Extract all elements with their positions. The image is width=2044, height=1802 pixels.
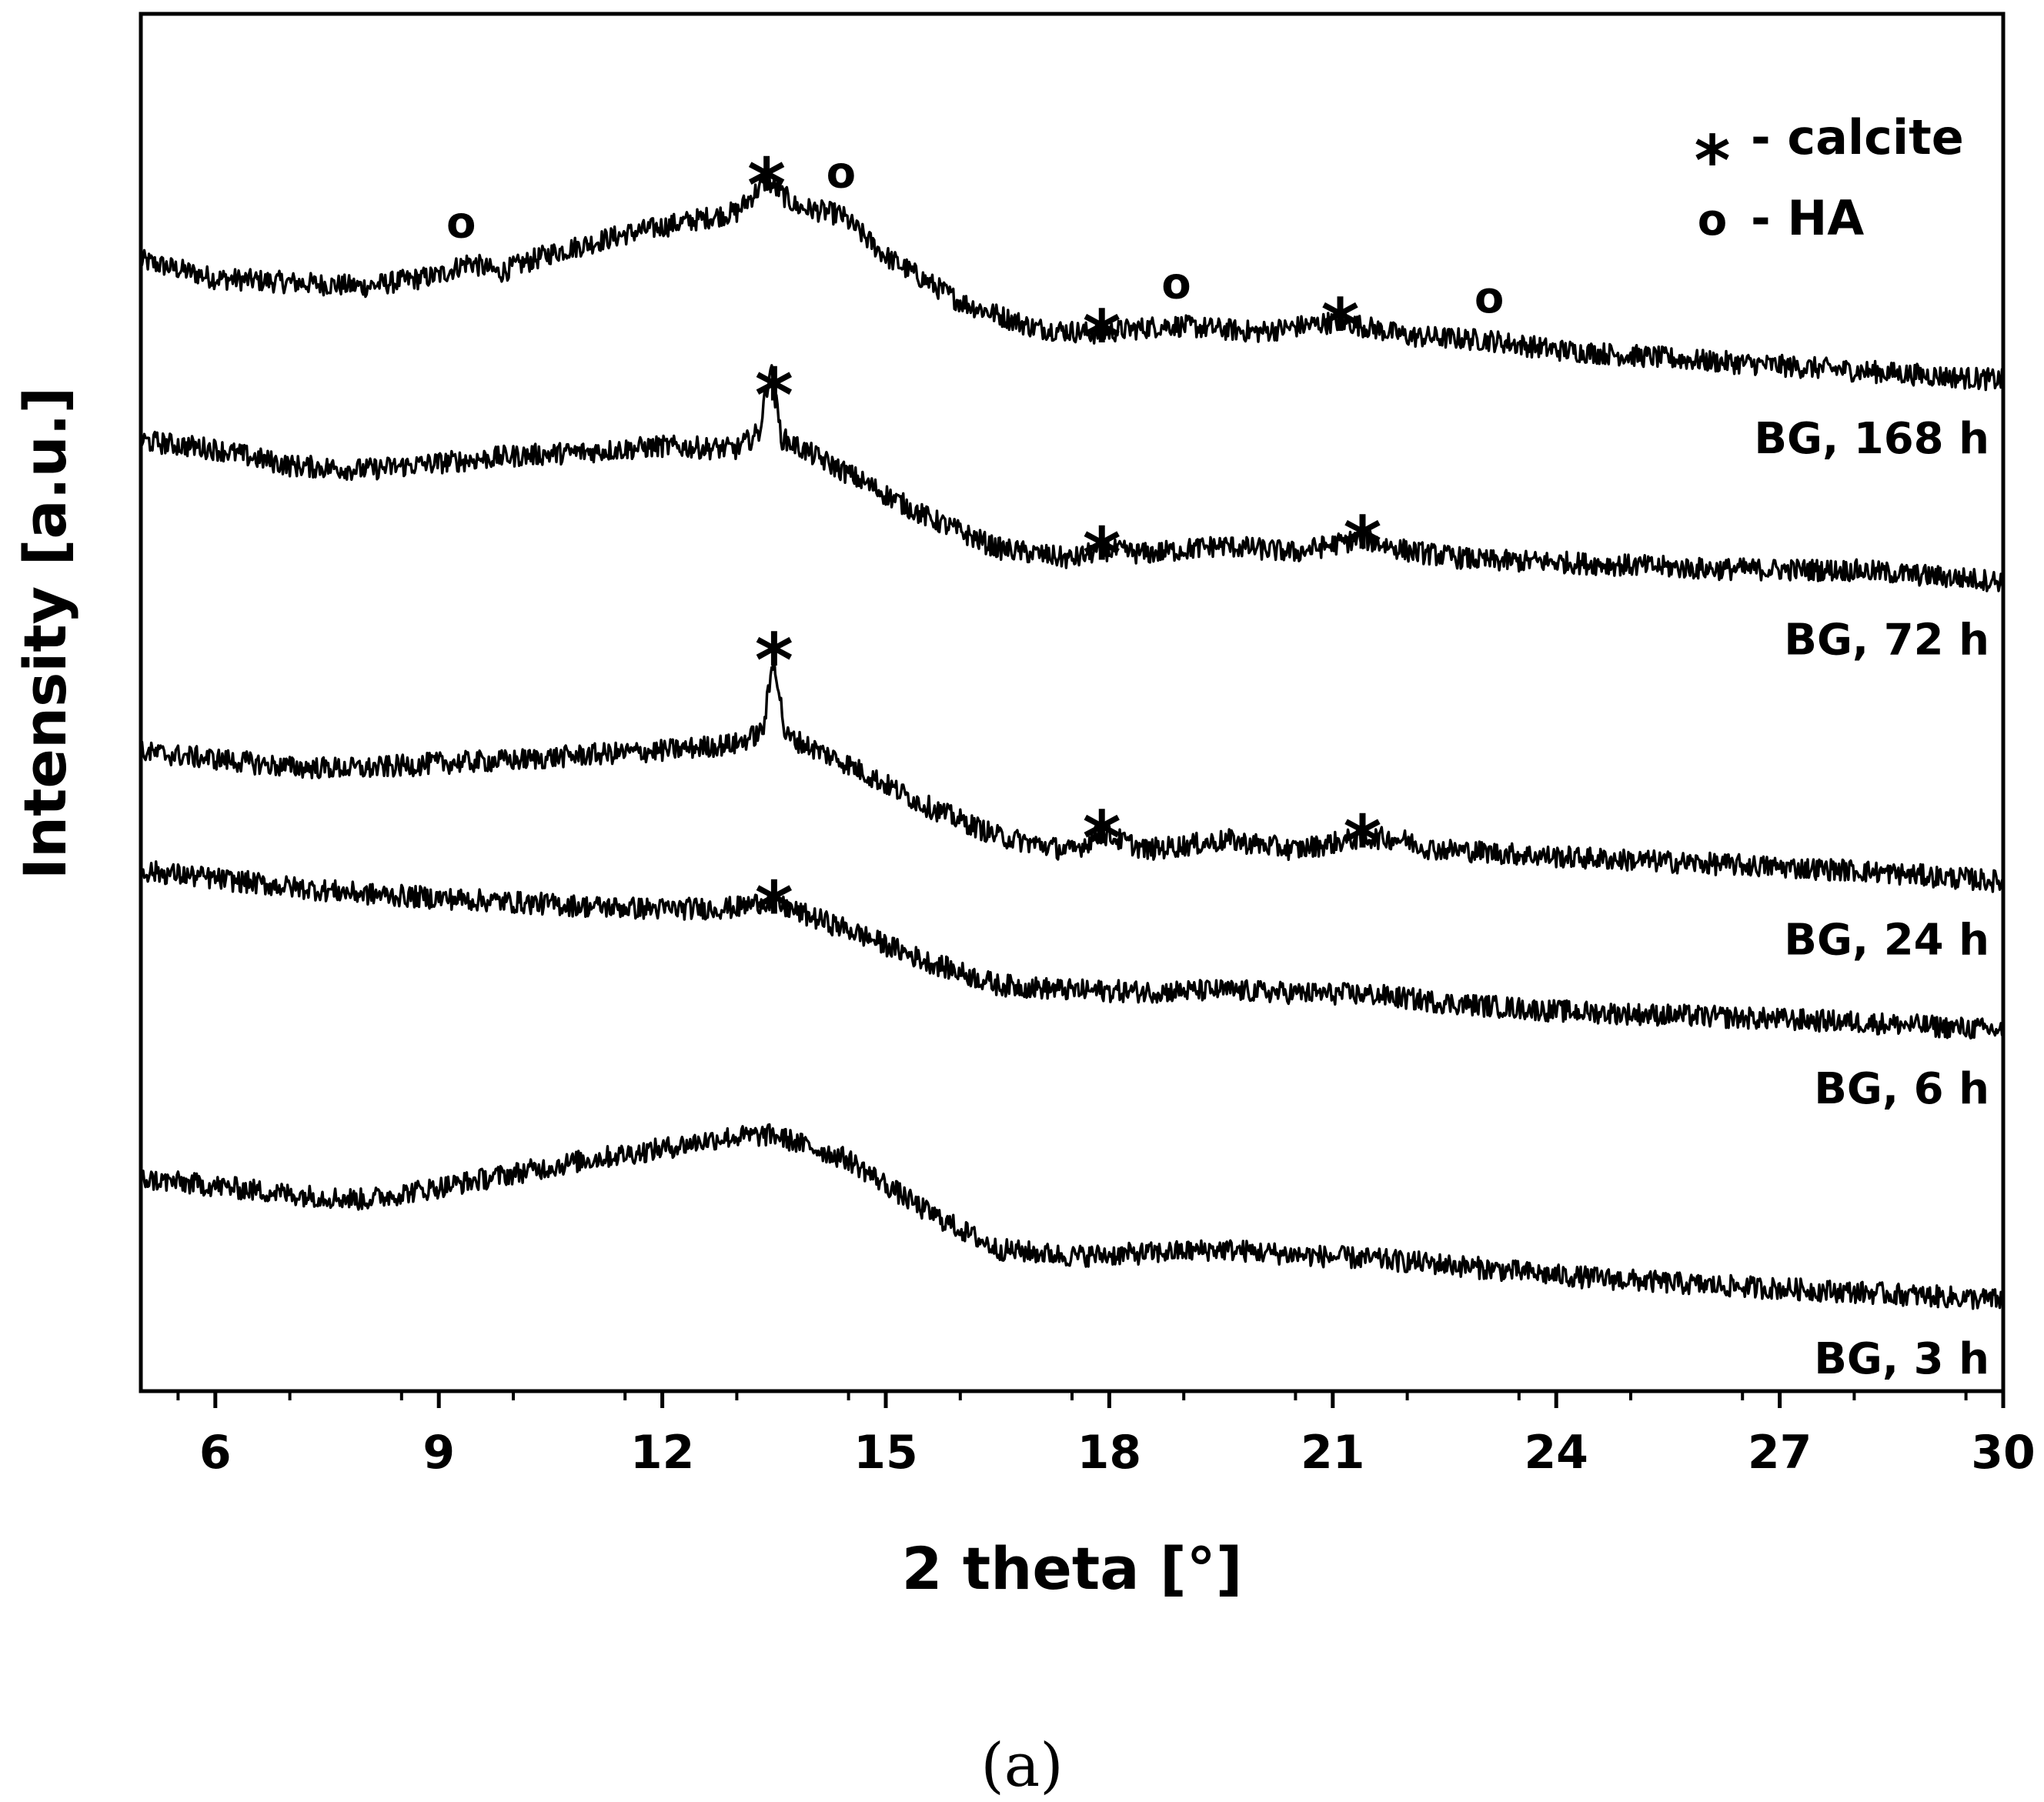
x-tick-label-3: 15: [853, 1426, 918, 1480]
peak-marker-0-0: o: [446, 199, 476, 249]
peak-marker-1-0: *: [755, 352, 793, 439]
x-tick-label-5: 21: [1301, 1426, 1365, 1480]
x-tick-label-4: 18: [1077, 1426, 1142, 1480]
peak-marker-layer: o * o * o * o * * * * * * *: [446, 143, 1504, 953]
series-line-1: [139, 364, 2005, 592]
series-line-4: [140, 1123, 2005, 1310]
series-line-2: [139, 652, 2005, 893]
peak-marker-2-2: *: [1343, 799, 1381, 886]
series-label-2: BG, 24 h: [1784, 916, 1989, 966]
peak-marker-0-5: *: [1321, 283, 1359, 369]
peak-marker-0-2: o: [827, 148, 856, 198]
peak-marker-1-2: *: [1343, 501, 1381, 587]
series-line-0: [139, 172, 2005, 392]
legend-label-0: - calcite: [1751, 109, 1964, 165]
peak-marker-0-6: o: [1475, 273, 1504, 323]
x-tick-label-8: 30: [1971, 1426, 2036, 1480]
series-layer: [139, 172, 2005, 1310]
peak-marker-3-0: *: [755, 866, 793, 952]
peak-marker-0-1: *: [747, 143, 786, 229]
x-tick-label-6: 24: [1524, 1426, 1588, 1480]
legend: * - calcite o - HA: [1694, 109, 1963, 246]
y-axis-label: Intensity [a.u.]: [11, 387, 79, 880]
figure-caption: (a): [980, 1731, 1064, 1800]
peak-marker-2-0: *: [755, 618, 793, 704]
series-label-4: BG, 3 h: [1814, 1334, 1989, 1384]
series-label-layer: BG, 168 h BG, 72 h BG, 24 h BG, 6 h BG, 3 h: [1754, 414, 1989, 1384]
series-label-3: BG, 6 h: [1814, 1064, 1989, 1114]
x-tick-layer: 6 9 12 15 18 21 24 27 30: [176, 1391, 2036, 1480]
x-tick-label-2: 12: [630, 1426, 695, 1480]
legend-label-1: - HA: [1751, 190, 1864, 246]
series-label-1: BG, 72 h: [1784, 615, 1989, 665]
peak-marker-1-1: *: [1083, 512, 1121, 598]
series-line-3: [139, 860, 2005, 1039]
x-tick-label-1: 9: [422, 1426, 455, 1480]
x-tick-label-7: 27: [1748, 1426, 1812, 1480]
series-label-0: BG, 168 h: [1754, 414, 1989, 464]
legend-symbol-0: *: [1694, 121, 1730, 202]
peak-marker-2-1: *: [1083, 796, 1121, 882]
x-tick-label-0: 6: [199, 1426, 232, 1480]
peak-marker-0-3: *: [1083, 295, 1121, 381]
peak-marker-0-4: o: [1161, 259, 1191, 309]
legend-symbol-1: o: [1698, 195, 1727, 245]
x-axis-label: 2 theta [°]: [902, 1534, 1243, 1603]
